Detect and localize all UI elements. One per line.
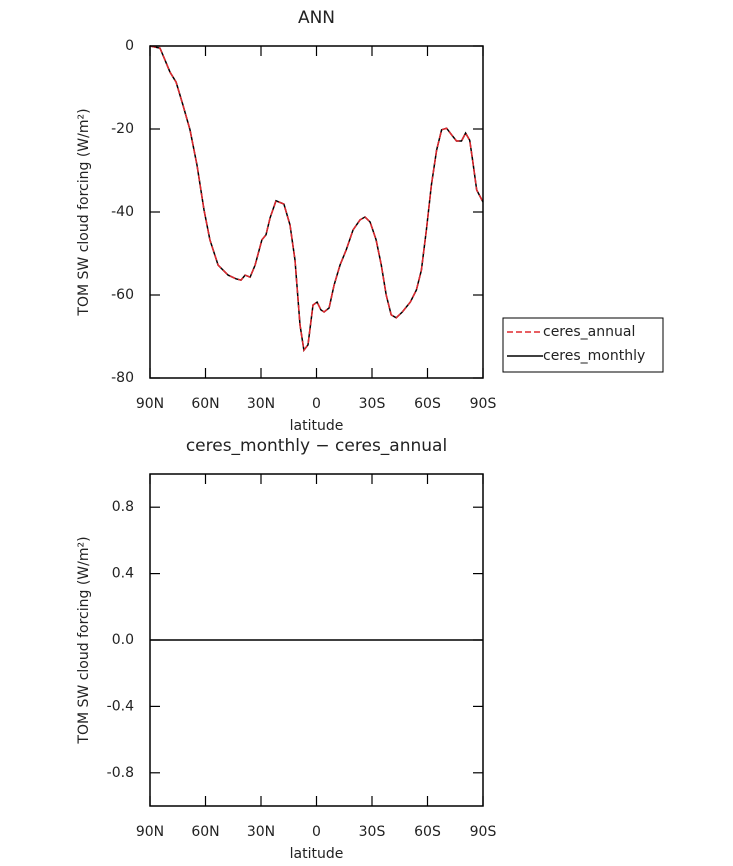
series-line bbox=[149, 45, 484, 353]
x-axis-label: latitude bbox=[290, 418, 344, 434]
x-tick-label: 30N bbox=[247, 396, 275, 412]
series-line bbox=[149, 45, 484, 353]
x-tick-label: 60S bbox=[414, 396, 441, 412]
y-axis-label: TOM SW cloud forcing (W/m²) bbox=[76, 536, 92, 744]
x-tick-label: 90S bbox=[470, 824, 497, 840]
x-tick-label: 60N bbox=[191, 824, 219, 840]
x-tick-label: 0 bbox=[312, 824, 321, 840]
plot-frame bbox=[149, 45, 484, 379]
x-tick-label: 30S bbox=[359, 396, 386, 412]
x-tick-label: 30S bbox=[359, 824, 386, 840]
x-tick-label: 90N bbox=[136, 824, 164, 840]
x-tick-label: 30N bbox=[247, 824, 275, 840]
y-tick-label: -0.8 bbox=[107, 765, 134, 781]
legend-label: ceres_monthly bbox=[543, 348, 645, 364]
y-tick-label: -40 bbox=[111, 204, 134, 220]
y-tick-label: -0.4 bbox=[107, 698, 134, 714]
chart-title: ceres_monthly − ceres_annual bbox=[186, 436, 447, 456]
y-tick-label: 0 bbox=[125, 38, 134, 54]
y-tick-label: -20 bbox=[111, 121, 134, 137]
y-tick-label: 0.8 bbox=[112, 499, 134, 515]
plot-frame bbox=[149, 473, 484, 807]
legend-box bbox=[502, 317, 664, 373]
x-tick-label: 90N bbox=[136, 396, 164, 412]
y-tick-label: 0.4 bbox=[112, 566, 134, 582]
x-tick-label: 0 bbox=[312, 396, 321, 412]
x-tick-label: 60N bbox=[191, 396, 219, 412]
x-tick-label: 60S bbox=[414, 824, 441, 840]
chart-title: ANN bbox=[298, 8, 335, 28]
x-axis-label: latitude bbox=[290, 846, 344, 862]
y-tick-label: -80 bbox=[111, 370, 134, 386]
legend-label: ceres_annual bbox=[543, 324, 635, 340]
y-tick-label: 0.0 bbox=[112, 632, 134, 648]
x-tick-label: 90S bbox=[470, 396, 497, 412]
y-axis-label: TOM SW cloud forcing (W/m²) bbox=[76, 108, 92, 316]
y-tick-label: -60 bbox=[111, 287, 134, 303]
